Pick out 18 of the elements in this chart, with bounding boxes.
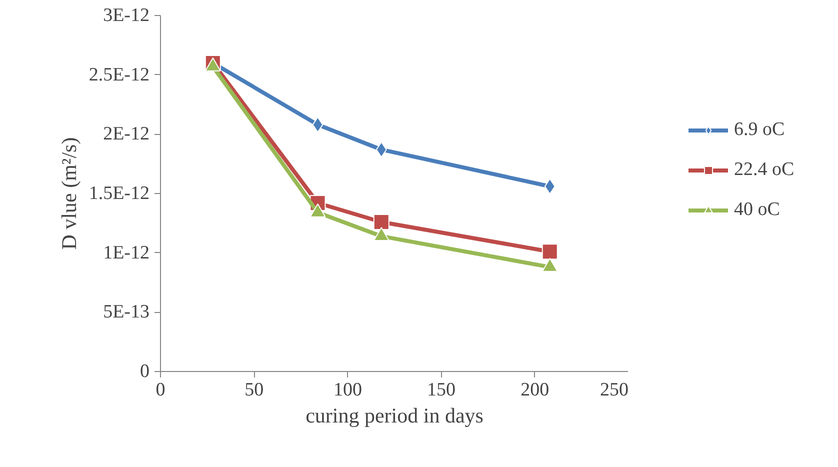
y-tick-label: 3E-12 [103,5,150,26]
x-tick-label: 150 [427,380,456,400]
y-tick-label: 5E-13 [103,302,150,323]
y-tick-label: 2E-12 [103,124,150,145]
x-tick-label: 0 [156,380,166,400]
y-axis-title: D vlue (m²/s) [56,137,81,250]
y-tick-label: 1.5E-12 [88,183,150,204]
y-tick-label: 2.5E-12 [88,64,150,86]
y-tick-label: 1E-12 [103,242,150,264]
y-tick-label: 0 [140,361,150,382]
legend-label: 40 oC [734,199,780,221]
x-tick-label: 200 [520,380,550,400]
x-tick-label: 250 [600,380,628,400]
x-axis-title: curing period in days [306,404,484,428]
legend-label: 6.9 oC [734,119,785,141]
x-tick-label: 100 [333,380,362,400]
legend-label: 22.4 oC [734,159,794,181]
x-tick-label: 50 [244,380,264,400]
